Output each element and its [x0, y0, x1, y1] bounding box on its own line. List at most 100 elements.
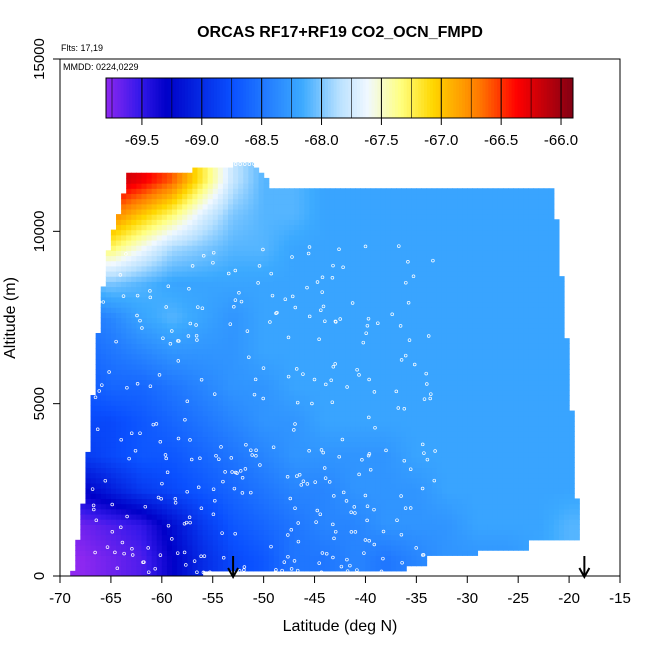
- field-cell: [110, 245, 117, 251]
- field-cell: [340, 224, 346, 231]
- field-cell: [401, 214, 407, 220]
- field-cell: [390, 327, 397, 334]
- field-cell: [278, 405, 285, 412]
- field-cell: [217, 400, 224, 406]
- field-cell: [233, 296, 239, 303]
- field-cell: [121, 286, 127, 293]
- field-cell: [416, 462, 423, 469]
- field-cell: [370, 301, 377, 308]
- field-cell: [355, 327, 361, 334]
- field-cell: [248, 234, 255, 241]
- field-cell: [421, 348, 428, 355]
- field-cell: [273, 472, 280, 479]
- field-cell: [238, 508, 244, 515]
- field-cell: [243, 534, 249, 541]
- field-cell: [131, 503, 137, 510]
- field-cell: [426, 498, 433, 505]
- field-cell: [309, 405, 316, 412]
- field-cell: [131, 229, 137, 236]
- field-cell: [314, 348, 321, 355]
- field-cell: [385, 446, 392, 453]
- field-cell: [421, 384, 428, 391]
- field-cell: [370, 482, 377, 489]
- field-cell: [273, 296, 280, 303]
- field-cell: [192, 508, 199, 515]
- field-cell: [299, 239, 305, 246]
- field-cell: [116, 389, 122, 396]
- field-cell: [95, 384, 102, 391]
- field-cell: [340, 317, 346, 324]
- field-cell: [161, 472, 168, 479]
- field-cell: [268, 203, 275, 210]
- field-cell: [187, 374, 193, 381]
- field-cell: [116, 384, 122, 391]
- field-cell: [202, 172, 209, 179]
- field-cell: [228, 188, 234, 195]
- field-cell: [248, 177, 255, 184]
- field-cell: [187, 488, 193, 494]
- field-cell: [187, 245, 193, 251]
- field-cell: [416, 405, 423, 412]
- field-cell: [95, 529, 102, 536]
- field-cell: [136, 239, 143, 246]
- field-cell: [233, 219, 239, 226]
- field-cell: [406, 560, 412, 567]
- field-cell: [85, 477, 92, 484]
- field-cell: [426, 379, 433, 386]
- field-cell: [248, 508, 255, 515]
- field-cell: [238, 286, 244, 293]
- field-cell: [324, 395, 331, 401]
- field-cell: [370, 524, 377, 531]
- field-cell: [131, 353, 137, 360]
- field-cell: [406, 333, 412, 339]
- field-cell: [345, 405, 351, 412]
- field-cell: [365, 565, 372, 572]
- field-cell: [411, 493, 417, 500]
- field-cell: [299, 265, 305, 272]
- field-cell: [146, 307, 153, 313]
- field-cell: [202, 513, 209, 520]
- field-cell: [243, 177, 249, 184]
- field-cell: [116, 281, 122, 288]
- field-cell: [273, 524, 280, 531]
- field-cell: [365, 276, 372, 282]
- field-cell: [396, 508, 402, 515]
- field-cell: [289, 224, 295, 231]
- field-cell: [324, 291, 331, 298]
- field-cell: [314, 369, 321, 375]
- field-cell: [253, 519, 260, 525]
- field-cell: [243, 224, 249, 231]
- field-cell: [324, 451, 331, 458]
- field-cell: [177, 234, 183, 241]
- field-cell: [248, 379, 255, 386]
- field-cell: [278, 395, 285, 401]
- field-cell: [299, 229, 305, 236]
- field-cell: [151, 245, 158, 251]
- field-cell: [365, 250, 372, 257]
- field-cell: [177, 420, 183, 427]
- field-cell: [182, 203, 188, 210]
- field-cell: [411, 188, 417, 195]
- field-cell: [345, 534, 351, 541]
- field-cell: [426, 296, 433, 303]
- field-cell: [202, 426, 209, 432]
- field-cell: [304, 513, 311, 520]
- field-cell: [248, 503, 255, 510]
- field-cell: [126, 374, 132, 381]
- field-cell: [177, 451, 183, 458]
- field-cell: [289, 508, 295, 515]
- field-cell: [304, 214, 311, 220]
- field-cell: [375, 193, 382, 200]
- field-cell: [126, 400, 132, 406]
- field-cell: [390, 415, 397, 422]
- field-cell: [202, 472, 209, 479]
- field-cell: [309, 420, 316, 427]
- field-cell: [314, 333, 321, 339]
- field-cell: [248, 214, 255, 220]
- field-cell: [217, 301, 224, 308]
- field-cell: [365, 534, 372, 541]
- field-cell: [141, 307, 148, 313]
- field-cell: [141, 462, 148, 469]
- field-cell: [146, 395, 153, 401]
- field-cell: [207, 513, 214, 520]
